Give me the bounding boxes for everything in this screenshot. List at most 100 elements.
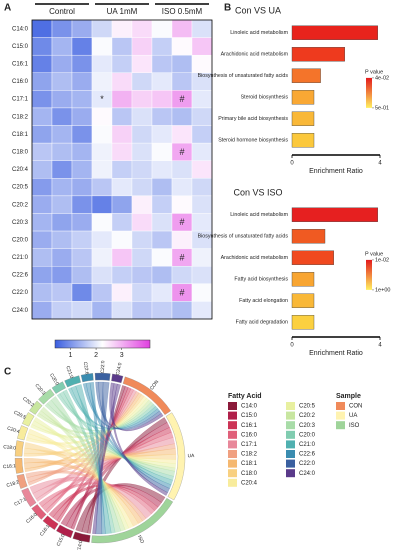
- heatmap-cell: [51, 90, 73, 109]
- heatmap-cell: [71, 37, 93, 56]
- heatmap-cell: [111, 160, 133, 179]
- heatmap-cell: [51, 125, 73, 144]
- heatmap-cell: [131, 90, 153, 109]
- chord-ribbon: [62, 389, 116, 534]
- group-label: UA 1mM: [107, 7, 138, 16]
- legend-swatch: [228, 469, 237, 478]
- ribbons: [23, 381, 177, 535]
- bar: [291, 315, 315, 330]
- heatmap-cell: [31, 107, 53, 126]
- x-axis-label: Enrichment Ratio: [309, 168, 363, 175]
- fatty-acid-arc: [94, 372, 111, 381]
- heatmap-cell: [111, 266, 133, 285]
- group-label: ISO 0.5mM: [162, 7, 203, 16]
- legend-swatch: [286, 440, 295, 449]
- y-tick-label: Biosynthesis of unsaturated fatty acids: [198, 73, 289, 79]
- heatmap-cell: [151, 213, 173, 232]
- fatty-acid-arc: [51, 381, 66, 394]
- heatmap-cell: [151, 230, 173, 249]
- legend-swatch: [286, 421, 295, 430]
- heatmap-cell: [171, 19, 193, 38]
- row-label: C24:0: [12, 308, 29, 314]
- heatmap-cell: [71, 195, 93, 214]
- heatmap-cell: [191, 54, 213, 73]
- row-label: C18:0: [12, 149, 29, 155]
- heatmap-cell: [131, 72, 153, 91]
- heatmap-cell: [191, 178, 213, 197]
- legend-label: C20:3: [299, 423, 316, 429]
- legend-title: Fatty Acid: [228, 393, 262, 400]
- bar: [291, 207, 379, 222]
- sample-arc-label: UA: [188, 453, 196, 459]
- fatty-acid-arc: [21, 487, 37, 507]
- cell-label: #: [179, 147, 184, 157]
- heatmap-cell: [171, 107, 193, 126]
- heatmap-cell: [131, 37, 153, 56]
- heatmap-cell: [131, 19, 153, 38]
- heatmap-cell: [31, 54, 53, 73]
- x-tick-label: 0: [290, 343, 294, 349]
- colorbar: [366, 77, 372, 108]
- chord-ribbon: [23, 458, 143, 524]
- colorbar: [366, 259, 372, 290]
- legend-label: C21:0: [299, 442, 316, 448]
- heatmap-cell: [31, 72, 53, 91]
- fatty-acid-arc: [14, 458, 24, 474]
- legend-label: C14:0: [241, 404, 258, 410]
- row-label: C14:0: [12, 26, 29, 32]
- heatmap-cell: [191, 142, 213, 161]
- y-tick-label: Biosynthesis of unsaturated fatty acids: [198, 234, 289, 240]
- heatmap-cell: [31, 230, 53, 249]
- heatmap-cell: [91, 19, 113, 38]
- heatmap-cell: [111, 54, 133, 73]
- heatmap-cell: [71, 178, 93, 197]
- heatmap-cell: [151, 248, 173, 267]
- row-label: C18:1: [12, 132, 29, 138]
- bar: [291, 133, 315, 148]
- bar: [291, 293, 315, 308]
- heatmap-cell: [31, 90, 53, 109]
- colorbar-tick-label: 3: [120, 352, 124, 359]
- heatmap-cell: [51, 107, 73, 126]
- y-tick-label: Linoleic acid metabolism: [230, 30, 288, 36]
- heatmap-cell: [111, 301, 133, 320]
- row-label: C20:4: [12, 167, 29, 173]
- heatmap-cell: [51, 37, 73, 56]
- heatmap-cell: [191, 90, 213, 109]
- chart-title: Con VS UA: [235, 5, 281, 15]
- heatmap-cell: [171, 160, 193, 179]
- fatty-acid-arc-label: C18:2: [6, 479, 20, 488]
- heatmap-cell: [31, 195, 53, 214]
- fatty-acid-arc-label: C14:0: [76, 540, 85, 550]
- cell-label: #: [179, 217, 184, 227]
- bar: [291, 90, 315, 105]
- legend-swatch: [336, 411, 345, 420]
- chord-ribbon: [92, 383, 121, 535]
- panel-label: C: [4, 367, 11, 378]
- y-tick-label: Primary bile acid biosynthesis: [218, 116, 288, 122]
- heatmap-cell: [131, 283, 153, 302]
- legend-label: C15:0: [241, 413, 258, 419]
- legend-label: C16:0: [241, 432, 258, 438]
- x-tick-label: 4: [378, 343, 382, 349]
- row-label: C17:1: [12, 97, 29, 103]
- bar: [291, 68, 321, 83]
- legend-label: C17:1: [241, 442, 258, 448]
- legend-label: C18:1: [241, 461, 258, 467]
- heatmap-cell: [31, 283, 53, 302]
- legend-label: ISO: [349, 423, 360, 429]
- legend-label: C20:4: [241, 480, 258, 486]
- colorbar-tick-label: 1e+00: [375, 287, 390, 293]
- fatty-acid-arc-label: C22:0: [100, 360, 106, 373]
- fatty-acid-arc: [17, 425, 29, 441]
- heatmap-cell: [191, 125, 213, 144]
- colorbar-tick-label: 2: [94, 352, 98, 359]
- heatmap-cell: [151, 54, 173, 73]
- chord-ribbon: [33, 417, 130, 530]
- chart-title: Con VS ISO: [233, 187, 282, 197]
- heatmap-cell: [111, 90, 133, 109]
- heatmap-cell: [51, 283, 73, 302]
- y-tick-label: Fatty acid degradation: [236, 320, 288, 326]
- cell-label: #: [179, 287, 184, 297]
- heatmap-cell: [111, 107, 133, 126]
